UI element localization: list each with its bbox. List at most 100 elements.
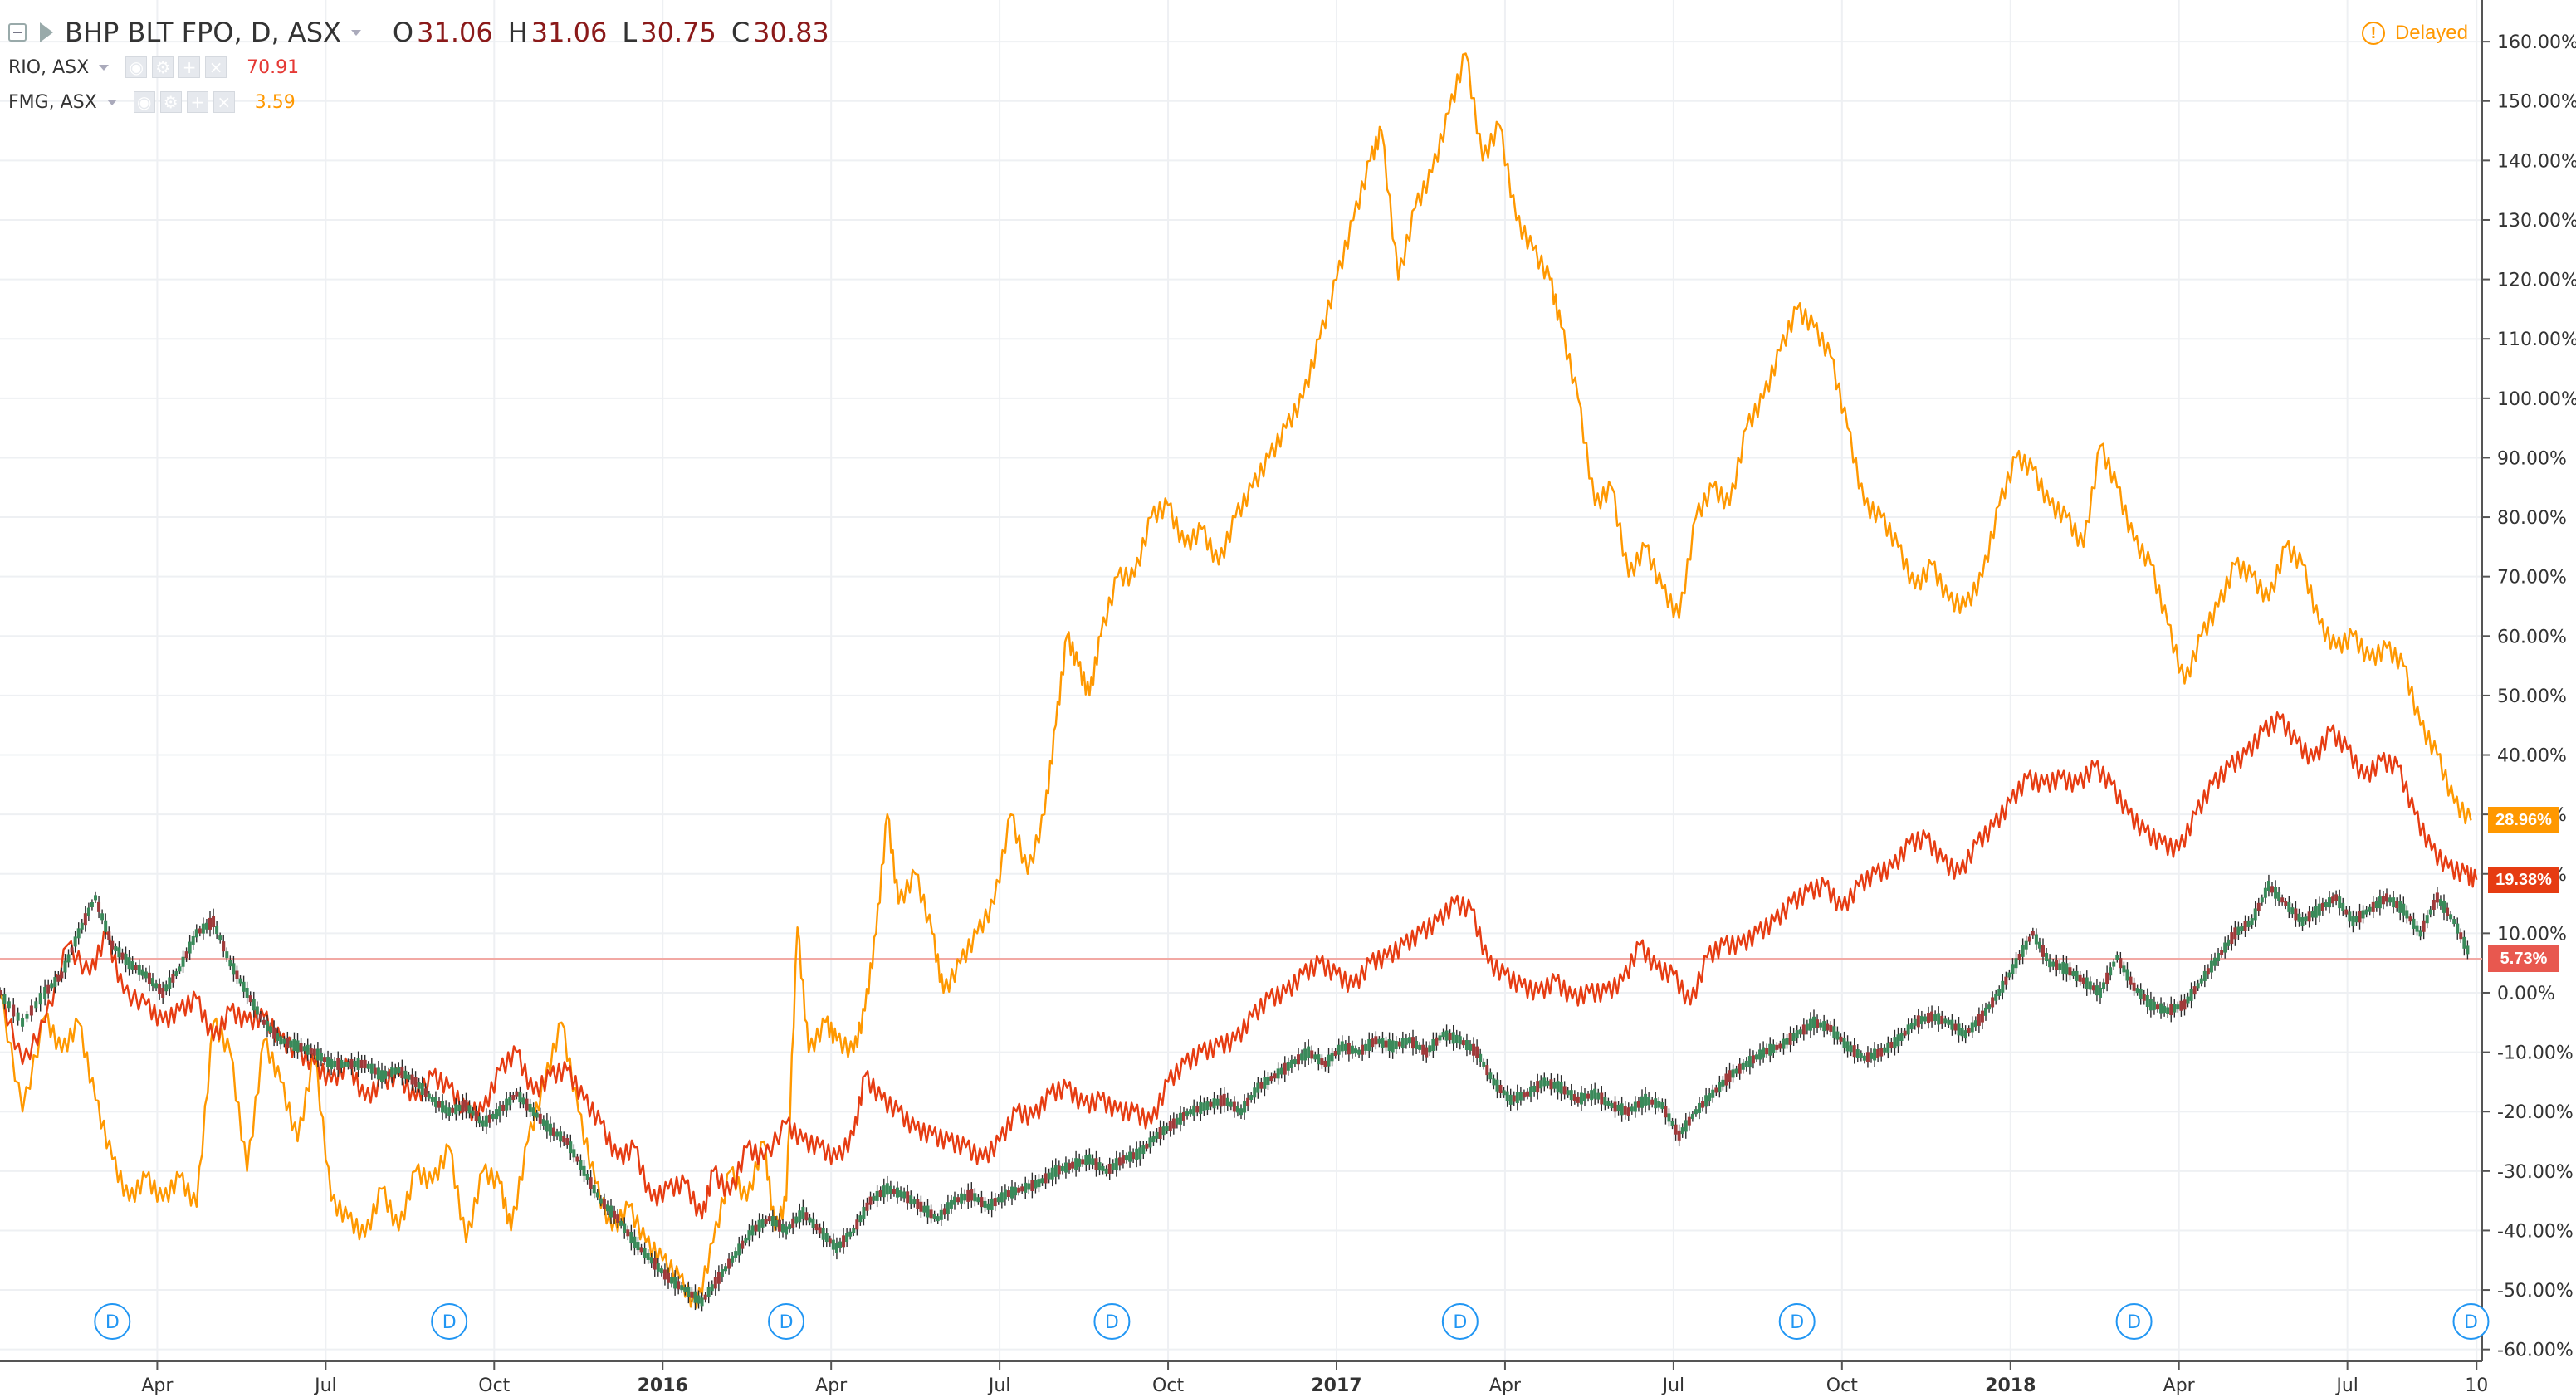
candle-body	[2243, 921, 2247, 931]
candle-body	[2176, 1004, 2180, 1010]
candle-body	[599, 1198, 603, 1204]
candle-body	[1529, 1086, 1533, 1097]
candle-body	[1014, 1187, 1018, 1196]
candle-body	[1185, 1111, 1190, 1117]
candle-body	[2405, 910, 2409, 919]
candle-body	[1225, 1097, 1229, 1106]
candle-body	[2112, 961, 2116, 967]
x-tick-label: Apr	[815, 1375, 848, 1396]
candle-body	[1620, 1103, 1624, 1116]
candle-body	[2260, 897, 2264, 903]
candle-body	[2280, 897, 2285, 903]
candle-body	[2209, 960, 2213, 973]
close-icon[interactable]: ×	[205, 56, 227, 78]
candle-body	[1488, 1072, 1493, 1080]
collapse-toggle-icon[interactable]	[8, 23, 27, 42]
candle-body	[1606, 1101, 1611, 1106]
candle-body	[2068, 967, 2072, 976]
candle-body	[2051, 961, 2055, 967]
candle-body	[1889, 1042, 1894, 1049]
candle-body	[848, 1231, 853, 1237]
add-icon[interactable]: +	[186, 91, 208, 113]
candle-body	[1458, 1036, 1462, 1045]
candle-body	[582, 1165, 586, 1176]
candle-body	[1165, 1126, 1169, 1131]
candle-body	[2253, 908, 2257, 921]
candle-body	[1246, 1097, 1250, 1106]
candle-body	[349, 1058, 354, 1069]
candle-body	[1256, 1082, 1260, 1093]
candle-body	[1266, 1076, 1270, 1085]
candle-body	[932, 1214, 936, 1219]
candle-body	[1050, 1167, 1054, 1180]
candle-body	[222, 941, 226, 952]
candle-body	[929, 1209, 933, 1219]
candle-body	[2438, 899, 2442, 906]
candle-body	[1515, 1092, 1519, 1104]
x-tick-label: Apr	[1489, 1375, 1522, 1396]
candle-body	[1791, 1032, 1796, 1041]
candle-body	[1040, 1178, 1044, 1184]
close-value: 30.83	[753, 17, 829, 48]
candle-body	[899, 1190, 903, 1198]
chevron-down-icon[interactable]	[99, 64, 110, 71]
candle-body	[168, 977, 172, 989]
x-tick-label: Oct	[1152, 1375, 1184, 1396]
candle-body	[545, 1120, 549, 1132]
candle-body	[154, 983, 159, 989]
candle-body	[960, 1193, 964, 1204]
candle-body	[1816, 1019, 1820, 1028]
y-tick-label: -10.00%	[2497, 1043, 2574, 1064]
candle-body	[643, 1248, 647, 1258]
candle-body	[2263, 887, 2267, 898]
candle-body	[403, 1070, 408, 1079]
candle-body	[1741, 1062, 1745, 1070]
gear-icon[interactable]: ⚙	[152, 56, 174, 78]
candle-body	[140, 969, 144, 976]
candle-body	[565, 1138, 569, 1145]
candle-body	[1145, 1143, 1149, 1149]
candle-body	[2236, 926, 2241, 935]
series-line-fmg	[0, 52, 2472, 1309]
candle-body	[1603, 1097, 1607, 1106]
candle-body	[127, 957, 131, 970]
candle-body	[1798, 1029, 1802, 1035]
close-icon[interactable]: ×	[213, 91, 235, 113]
candle-body	[1293, 1059, 1297, 1065]
add-icon[interactable]: +	[178, 56, 201, 78]
candle-body	[1883, 1047, 1887, 1053]
candle-body	[1235, 1106, 1239, 1113]
candle-body	[104, 920, 108, 932]
candle-body	[1708, 1093, 1712, 1102]
candle-body	[811, 1218, 815, 1228]
candle-body	[90, 901, 94, 907]
candle-body	[1161, 1126, 1166, 1136]
candle-body	[562, 1136, 566, 1143]
candle-body	[2091, 985, 2095, 991]
candle-body	[605, 1204, 609, 1212]
candle-body	[862, 1206, 866, 1219]
candle-body	[946, 1202, 950, 1214]
candle-body	[2395, 901, 2399, 908]
candle-body	[501, 1104, 506, 1111]
chevron-down-icon[interactable]	[350, 29, 361, 36]
candle-body	[788, 1224, 792, 1230]
chevron-down-icon[interactable]	[106, 99, 117, 105]
candle-body	[1219, 1095, 1223, 1107]
flag-icon[interactable]	[40, 22, 53, 42]
gear-icon[interactable]: ⚙	[159, 91, 182, 113]
candle-body	[1903, 1030, 1907, 1036]
candle-body	[1984, 1007, 1987, 1016]
candle-body	[1084, 1155, 1088, 1165]
candle-body	[1215, 1098, 1220, 1106]
delayed-indicator[interactable]: ! Delayed	[2361, 22, 2468, 45]
candle-body	[1600, 1092, 1604, 1105]
dividend-marker	[2115, 1303, 2153, 1340]
candle-body	[1289, 1059, 1293, 1068]
visibility-icon[interactable]: ◉	[125, 56, 148, 78]
candle-body	[2435, 892, 2439, 903]
visibility-icon[interactable]: ◉	[133, 91, 155, 113]
